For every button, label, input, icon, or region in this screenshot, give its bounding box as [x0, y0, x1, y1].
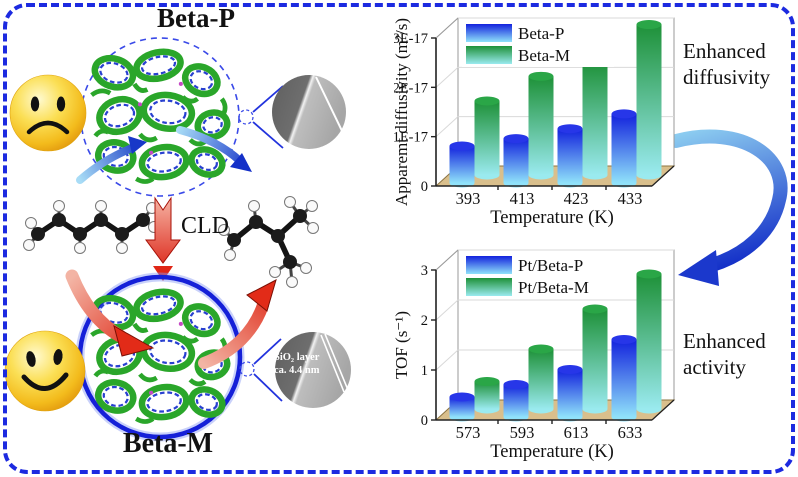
- sio2-line2: ca. 4.4 nm: [274, 365, 320, 376]
- bar-Pt/Beta-M-573: [474, 377, 500, 414]
- bar-Beta-M-413: [528, 71, 554, 180]
- legend-swatch-Pt/Beta-M: [466, 278, 512, 296]
- y-tick-label: 0: [421, 179, 428, 195]
- beta-p-zeolite-illustration: [80, 37, 240, 197]
- diffusion-in-arrow-icon: [76, 136, 147, 184]
- enhanced-diffusivity-annotation: Enhanced diffusivity: [683, 38, 770, 90]
- happy-smiley-icon: [4, 330, 86, 412]
- bar-Beta-P-393: [449, 141, 475, 188]
- bar-Pt/Beta-M-633: [636, 269, 662, 414]
- sio2-layer-annotation: SiO₂ layer ca. 4.4 nm: [274, 351, 350, 377]
- y-tick-label: 3: [421, 263, 428, 279]
- bar-Beta-M-423: [582, 57, 608, 180]
- bar-Pt/Beta-P-593: [503, 380, 529, 422]
- y-tick-label: 2: [421, 313, 428, 329]
- x-tick-label: 423: [564, 189, 589, 208]
- legend-label-Beta-P: Beta-P: [518, 24, 564, 43]
- enhanced-activity-line2: activity: [683, 355, 746, 379]
- y-tick-label: 1E-17: [394, 130, 428, 146]
- hexane-molecule-icon: [23, 200, 160, 254]
- y-axis-label: TOF (s⁻¹): [394, 311, 411, 379]
- x-axis-label: Temperature (K): [490, 442, 614, 462]
- x-tick-label: 613: [564, 423, 589, 442]
- legend-swatch-Beta-P: [466, 24, 512, 42]
- tof-chart: 0 1 2 3 573 593 613 633 Temperature (K) TOF (s⁻¹)…: [392, 234, 696, 472]
- bar-Pt/Beta-P-573: [449, 392, 475, 422]
- legend-swatch-Pt/Beta-P: [466, 256, 512, 274]
- legend-label-Pt/Beta-P: Pt/Beta-P: [518, 256, 583, 275]
- bar-Beta-M-433: [636, 20, 662, 180]
- bar-Beta-P-413: [503, 134, 529, 188]
- apparent-diffusivity-chart-svg: 0 1E-17 2E-17 3E-17 393 413 423 433Temperature …: [392, 17, 676, 228]
- bar-Beta-P-433: [611, 109, 637, 188]
- x-tick-label: 413: [510, 189, 535, 208]
- enhanced-activity-line1: Enhanced: [683, 329, 766, 353]
- y-tick-label: 0: [421, 413, 428, 429]
- x-tick-label: 433: [618, 189, 643, 208]
- legend-label-Pt/Beta-M: Pt/Beta-M: [518, 278, 589, 297]
- y-axis-label: Apparemt diffusivity (m²/s): [394, 18, 411, 206]
- enhanced-diffusivity-line1: Enhanced: [683, 39, 766, 63]
- magnifier-circle-icon: [238, 109, 254, 125]
- bar-Pt/Beta-M-613: [582, 304, 608, 414]
- diffusion-out-arrow-icon: [176, 126, 252, 172]
- cld-arrow-icon: [145, 196, 181, 281]
- sio2-line1: SiO₂ layer: [274, 352, 320, 363]
- sad-smiley-icon: [9, 74, 87, 152]
- legend-swatch-Beta-M: [466, 46, 512, 64]
- bar-Pt/Beta-P-633: [611, 335, 637, 422]
- x-tick-label: 633: [618, 423, 643, 442]
- enhanced-activity-annotation: Enhanced activity: [683, 328, 766, 380]
- x-tick-label: 573: [456, 423, 481, 442]
- apparent-diffusivity-chart: 0 1E-17 2E-17 3E-17 393 413 423 433 Temperature …: [392, 4, 694, 234]
- enhanced-diffusivity-line2: diffusivity: [683, 65, 771, 89]
- cld-label: CLD: [181, 213, 229, 239]
- bar-Pt/Beta-M-593: [528, 344, 554, 414]
- y-tick-label: 1: [421, 363, 428, 379]
- bar-Beta-P-423: [557, 124, 583, 188]
- magnifier-circle-icon: [239, 361, 255, 377]
- beta-m-title: Beta-M: [122, 428, 214, 459]
- branched-molecule-icon: [218, 196, 319, 288]
- tem-inset-beta-m: [239, 332, 351, 408]
- x-tick-label: 393: [456, 189, 481, 208]
- product-out-arrow-icon: [198, 279, 277, 369]
- bar-Pt/Beta-P-613: [557, 365, 583, 422]
- enhanced-curved-arrow-icon: [669, 129, 788, 286]
- tem-inset-beta-p: [238, 75, 346, 149]
- legend-label-Beta-M: Beta-M: [518, 46, 570, 65]
- y-tick-label: 3E-17: [394, 31, 428, 47]
- reactant-in-arrow-icon: [65, 269, 155, 357]
- x-tick-label: 593: [510, 423, 535, 442]
- bar-Beta-M-393: [474, 96, 500, 180]
- x-axis-label: Temperature (K): [490, 208, 614, 228]
- beta-p-title: Beta-P: [157, 3, 235, 33]
- y-tick-label: 2E-17: [394, 80, 428, 96]
